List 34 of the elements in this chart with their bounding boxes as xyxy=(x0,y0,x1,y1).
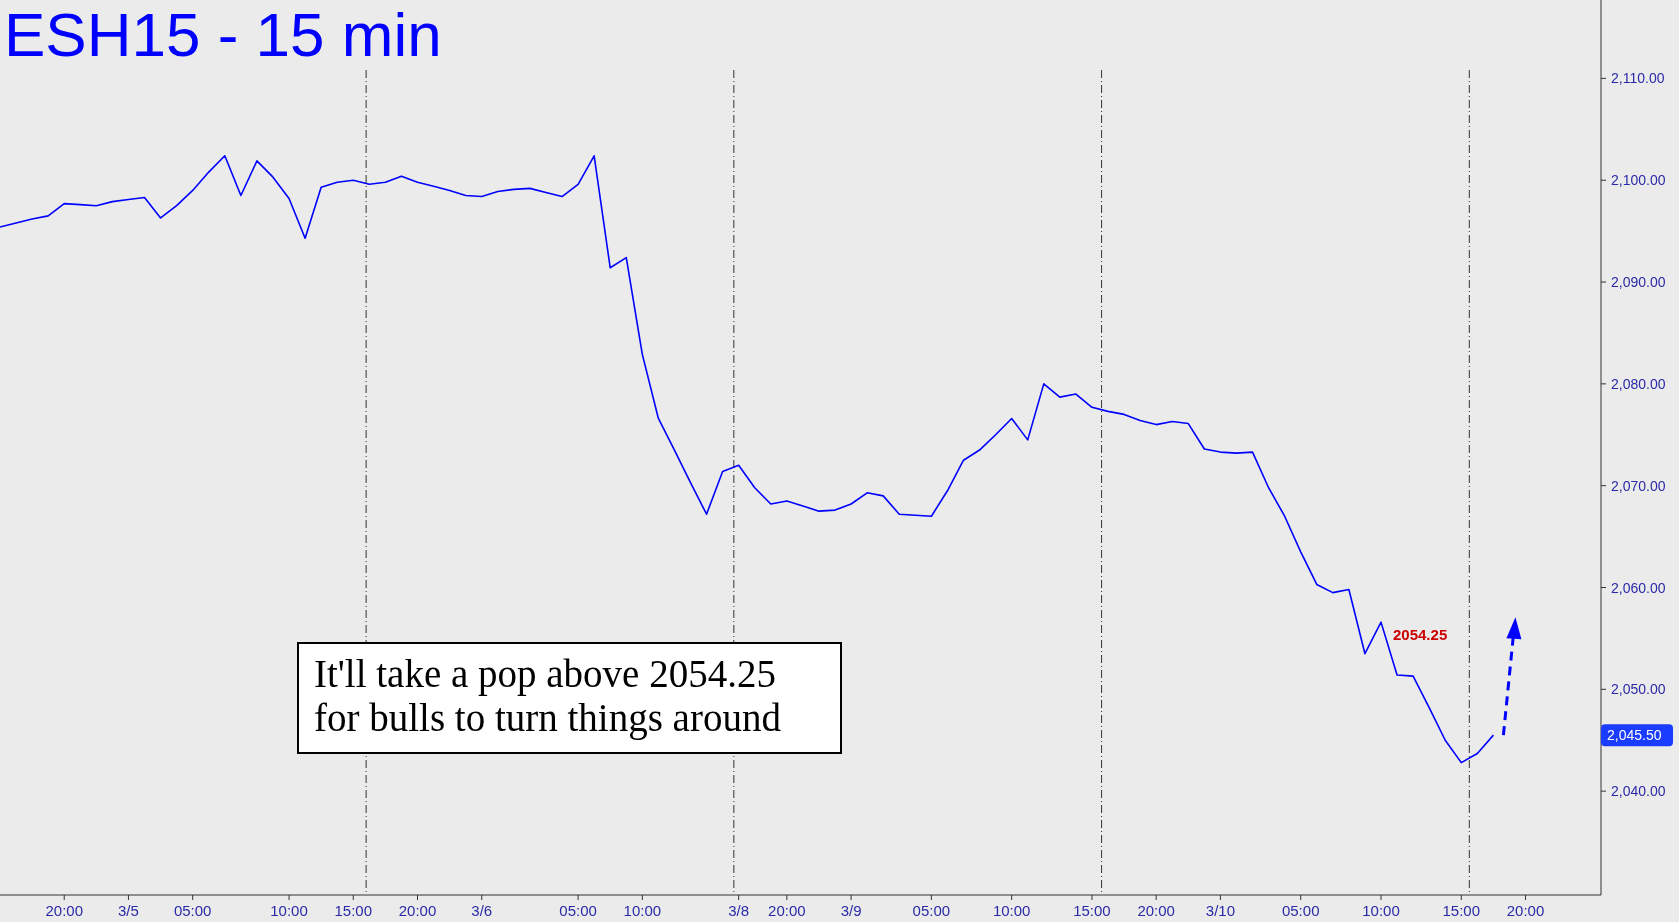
x-tick-label: 3/8 xyxy=(728,902,750,919)
y-tick-label: 2,070.00 xyxy=(1611,477,1666,494)
x-tick-label: 15:00 xyxy=(1442,902,1481,919)
x-tick-label: 3/5 xyxy=(118,902,139,919)
y-tick-label: 2,040.00 xyxy=(1611,783,1666,800)
x-tick-label: 3/9 xyxy=(840,902,862,919)
x-tick-label: 20:00 xyxy=(1137,902,1175,919)
y-tick-label: 2,050.00 xyxy=(1611,681,1666,698)
x-tick-label: 10:00 xyxy=(1362,902,1400,919)
text: 2,045.50 xyxy=(1607,727,1662,744)
x-tick-label: 10:00 xyxy=(992,902,1031,919)
y-tick-label: 2,060.00 xyxy=(1611,579,1666,596)
y-tick-label: 2,100.00 xyxy=(1611,172,1666,189)
y-tick-label: 2,110.00 xyxy=(1611,70,1665,87)
x-tick-label: 3/10 xyxy=(1205,902,1236,919)
x-tick-label: 05:00 xyxy=(173,902,212,919)
annotation: It'll take a pop above 2054.25 for bulls to turn things around xyxy=(314,652,782,740)
chart-title: ESH15 - 15 min xyxy=(4,0,442,69)
x-tick-label: 15:00 xyxy=(1073,902,1111,919)
annotation: 2054.25 xyxy=(1393,626,1448,643)
x-tick-label: 20:00 xyxy=(768,902,806,919)
x-tick-label: 05:00 xyxy=(559,902,597,919)
x-tick-label: 3/6 xyxy=(471,902,493,919)
x-tick-label: 05:00 xyxy=(912,902,951,919)
x-tick-label: 20:00 xyxy=(45,902,84,919)
y-tick-label: 2,080.00 xyxy=(1611,375,1666,392)
x-tick-label: 10:00 xyxy=(270,902,308,919)
x-tick-label: 15:00 xyxy=(334,902,373,919)
y-tick-label: 2,090.00 xyxy=(1611,274,1666,291)
x-tick-label: 20:00 xyxy=(1506,902,1545,919)
x-tick-label: 20:00 xyxy=(398,902,437,919)
x-tick-label: 05:00 xyxy=(1281,902,1320,919)
x-tick-label: 10:00 xyxy=(623,902,662,919)
line-series xyxy=(0,154,1495,764)
